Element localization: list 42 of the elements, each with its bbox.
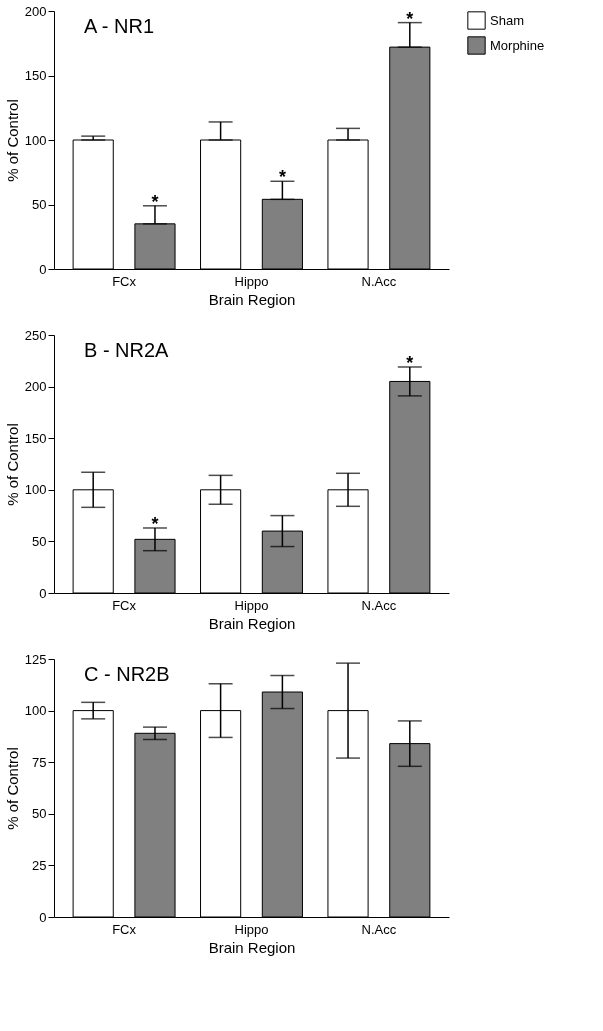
y-tick-label: 100 [24, 482, 47, 498]
chart-title: A - NR1 [84, 15, 155, 37]
y-tick-label: 0 [39, 261, 47, 277]
x-axis-title: Brain Region [208, 938, 296, 956]
y-tick-label: 50 [32, 197, 47, 212]
y-tick-label: 0 [39, 585, 47, 601]
data-label: * [406, 8, 414, 29]
data-label: * [151, 513, 159, 534]
x-tick-label: Hippo [234, 273, 269, 289]
x-tick-label: N.Acc [361, 273, 397, 289]
x-tick-label: N.Acc [361, 597, 397, 613]
y-axis-title: % of Control [3, 99, 21, 182]
y-tick-label: 75 [32, 754, 47, 770]
y-axis-title: % of Control [3, 747, 21, 830]
data-label: * [278, 167, 286, 188]
y-tick-label: 100 [24, 703, 47, 719]
data-label: * [406, 352, 414, 373]
y-tick-label: 125 [24, 651, 47, 667]
y-tick-label: 250 [24, 327, 47, 343]
legend-label: Morphine [490, 37, 545, 53]
chart-title: C - NR2B [84, 663, 170, 685]
x-tick-label: Hippo [234, 597, 269, 613]
y-tick-label: 25 [32, 857, 47, 873]
chart-title: B - NR2A [84, 339, 170, 361]
y-tick-label: 150 [24, 68, 47, 83]
x-tick-label: Hippo [234, 921, 269, 937]
y-tick-label: 0 [39, 909, 47, 925]
y-tick-label: 50 [32, 533, 47, 549]
legend-label: Sham [490, 12, 524, 28]
y-tick-label: 200 [24, 3, 47, 19]
x-tick-label: FCx [112, 597, 137, 613]
y-tick-label: 150 [24, 430, 47, 446]
y-axis-title: % of Control [3, 423, 21, 506]
x-tick-label: FCx [112, 921, 137, 937]
x-axis-title: Brain Region [208, 614, 296, 632]
x-axis-title: Brain Region [208, 290, 296, 308]
x-tick-label: N.Acc [361, 921, 397, 937]
y-tick-label: 200 [24, 379, 47, 395]
y-tick-label: 50 [32, 806, 47, 822]
data-label: * [151, 191, 159, 212]
y-tick-label: 100 [24, 132, 47, 148]
x-tick-label: FCx [112, 273, 137, 289]
